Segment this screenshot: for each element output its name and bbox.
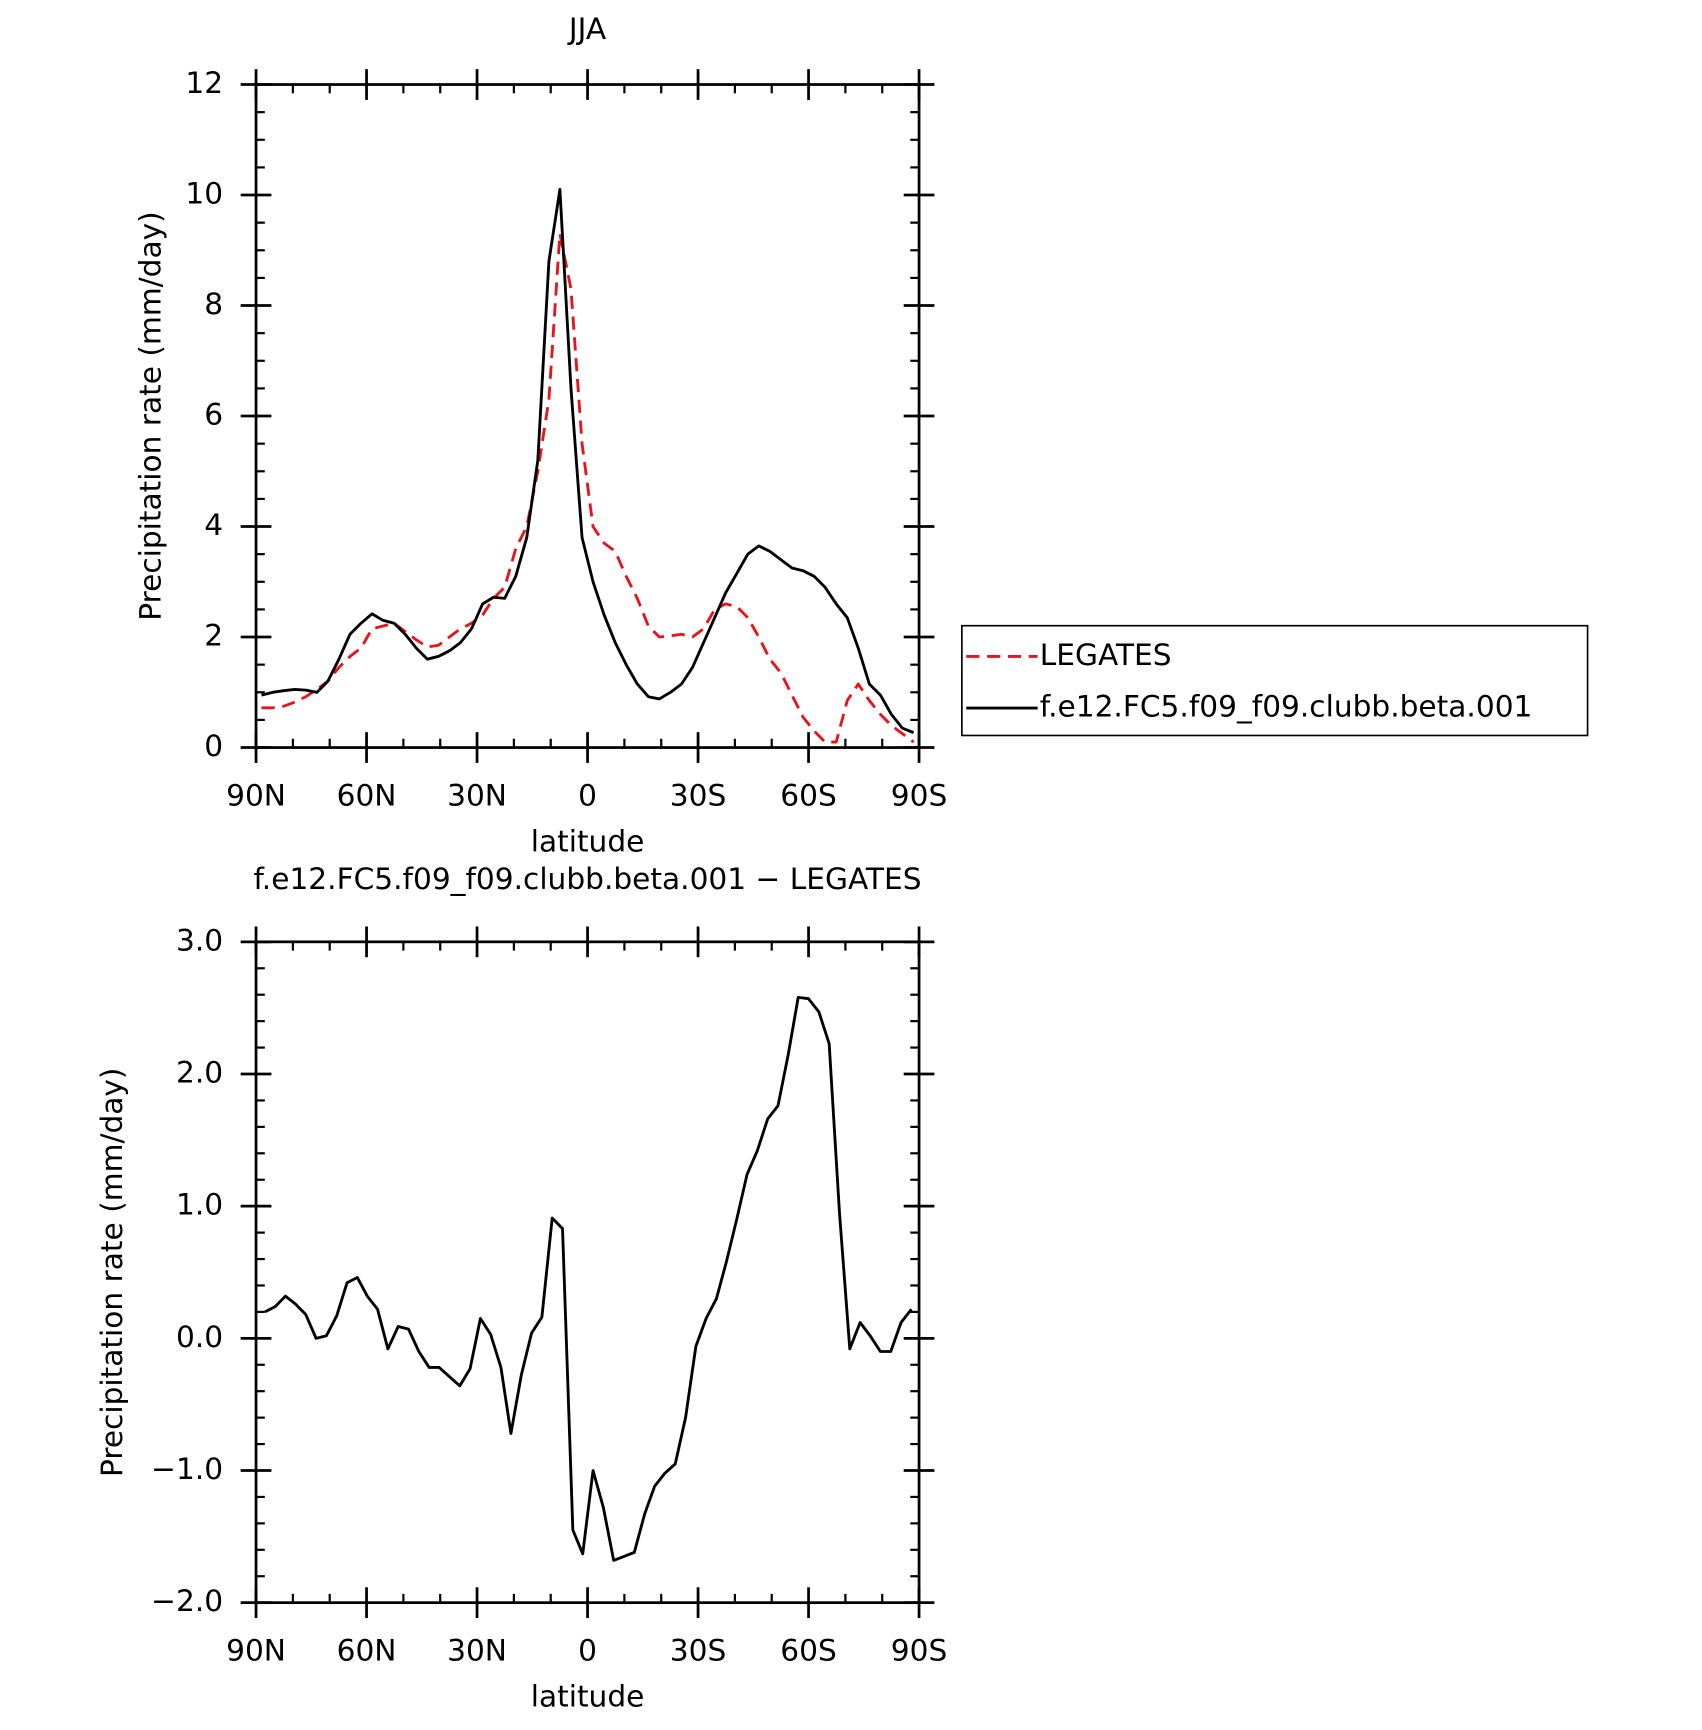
chart-title: JJA — [567, 11, 607, 46]
x-tick-label: 30N — [447, 777, 507, 812]
legend-label: LEGATES — [1040, 637, 1172, 672]
y-tick-label: 4 — [204, 507, 223, 542]
y-tick-label: −1.0 — [151, 1451, 223, 1486]
x-axis-label: latitude — [531, 1679, 645, 1714]
x-tick-label: 60N — [337, 1633, 397, 1668]
x-tick-label: 30N — [447, 1633, 507, 1668]
y-tick-label: 8 — [204, 286, 223, 321]
x-tick-label: 0 — [578, 1633, 597, 1668]
y-tick-label: 12 — [185, 65, 223, 100]
y-tick-label: 0 — [204, 728, 223, 763]
x-tick-label: 60N — [337, 777, 397, 812]
legend-box — [961, 624, 1589, 737]
y-tick-label: 0.0 — [176, 1319, 223, 1354]
x-tick-label: 60S — [780, 777, 837, 812]
x-tick-label: 90S — [891, 777, 948, 812]
chart-title: f.e12.FC5.f09_f09.clubb.beta.001 − LEGAT… — [254, 861, 922, 896]
plot-frame — [254, 83, 921, 749]
y-tick-label: 6 — [204, 397, 223, 432]
x-tick-label: 90S — [891, 1633, 948, 1668]
data-line — [261, 232, 915, 744]
y-tick-label: −2.0 — [151, 1583, 223, 1618]
x-tick-label: 30S — [670, 1633, 727, 1668]
y-tick-label: 1.0 — [176, 1187, 223, 1222]
data-line — [261, 188, 915, 734]
y-tick-label: 2 — [204, 618, 223, 653]
legend: LEGATES f.e12.FC5.f09_f09.clubb.beta.001 — [961, 624, 1589, 737]
y-tick-label: 3.0 — [176, 922, 223, 957]
y-axis-label: Precipitation rate (mm/day) — [132, 211, 167, 621]
y-tick-label: 2.0 — [176, 1055, 223, 1090]
y-tick-label: 10 — [185, 176, 223, 211]
x-tick-label: 90N — [226, 777, 286, 812]
x-tick-label: 60S — [780, 1633, 837, 1668]
x-tick-label: 30S — [670, 777, 727, 812]
x-tick-label: 90N — [226, 1633, 286, 1668]
x-axis-label: latitude — [531, 824, 645, 859]
x-tick-label: 0 — [578, 777, 597, 812]
y-axis-label: Precipitation rate (mm/day) — [94, 1068, 129, 1478]
data-line — [264, 995, 913, 1562]
legend-label: f.e12.FC5.f09_f09.clubb.beta.001 — [1040, 689, 1533, 724]
